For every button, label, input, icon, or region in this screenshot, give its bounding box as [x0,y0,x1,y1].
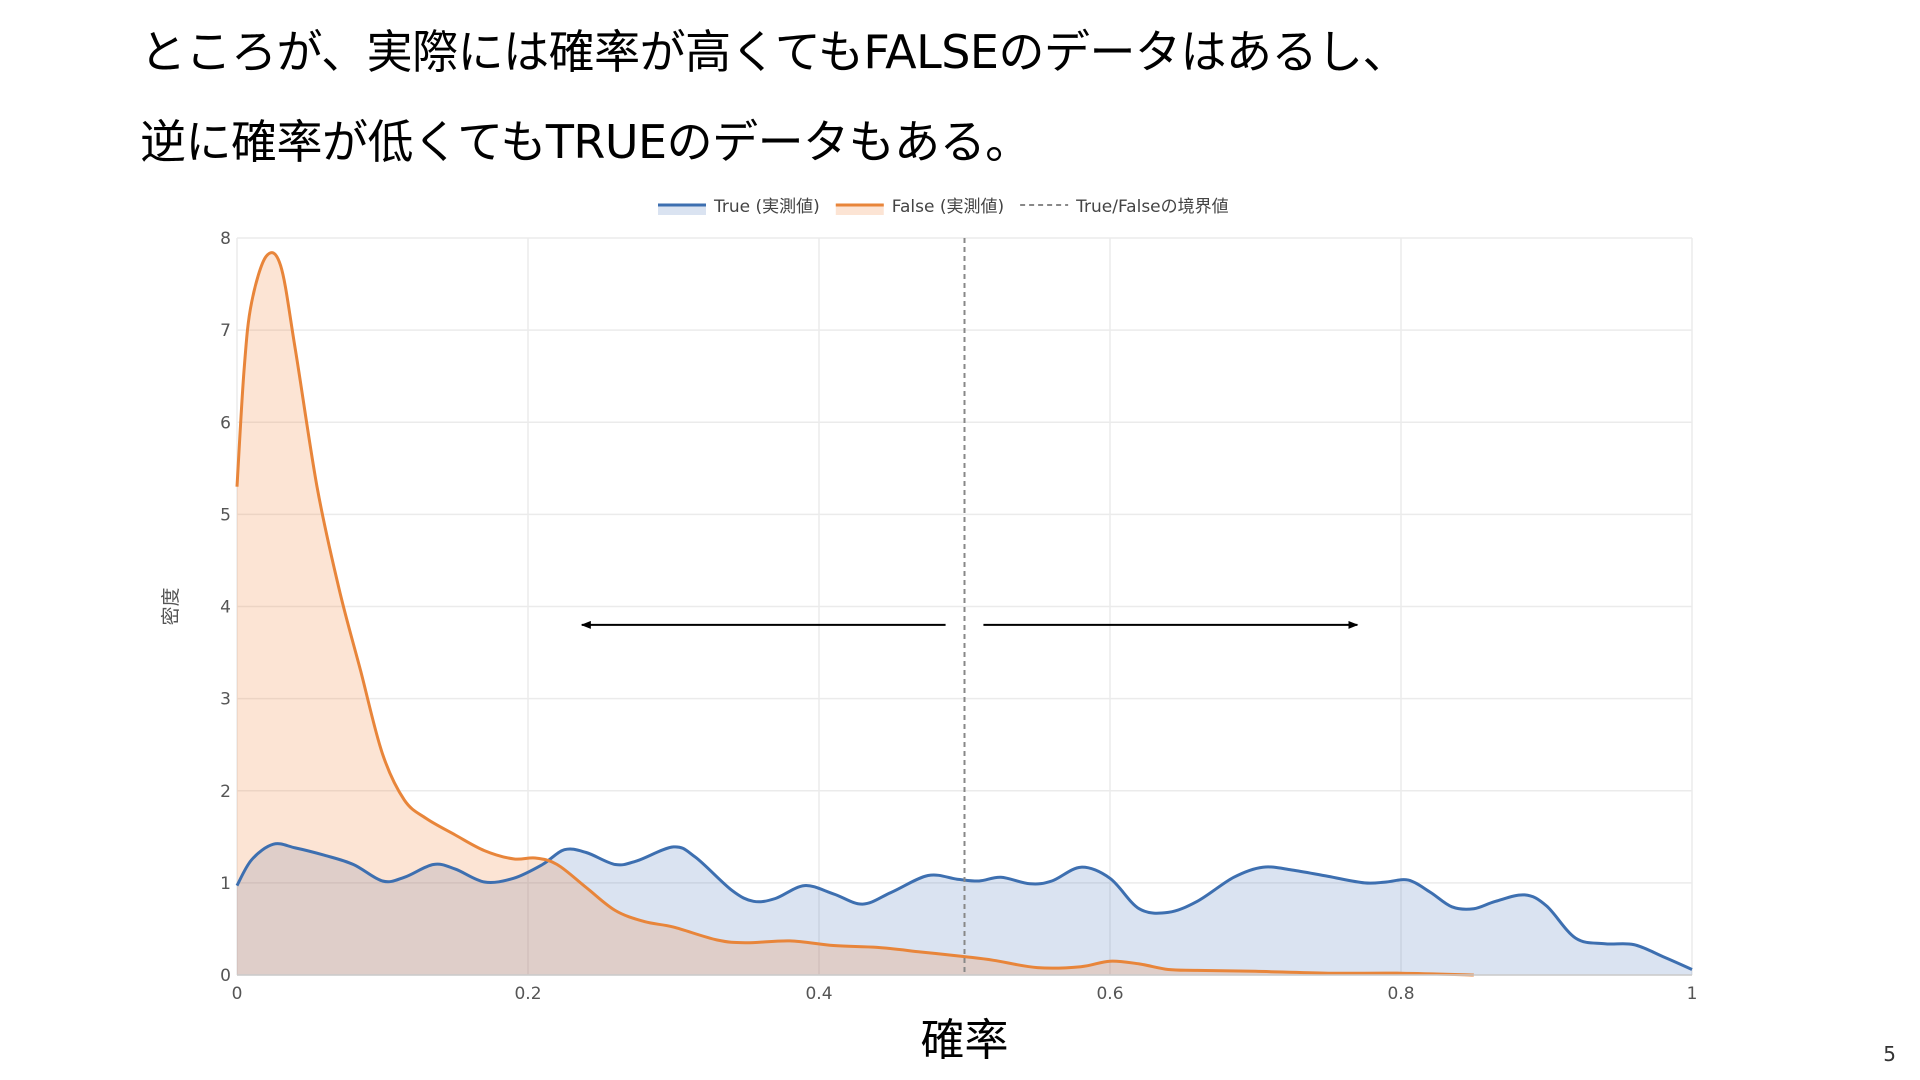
axes: 0 1 2 3 4 5 6 7 8 0 0.2 0.4 0.6 0.8 1 確率 密度 [160,229,1697,1066]
y-tick-label: 0 [220,966,231,986]
x-axis-title: 確率 [921,1015,1009,1066]
x-tick-label: 0.4 [805,984,832,1004]
slide-heading-line-1: ところが、実際には確率が高くてもFALSEのデータはあるし、 [140,25,1409,79]
page-number: 5 [1883,1042,1896,1066]
y-tick-label: 4 [220,598,231,618]
x-tick-label: 0.6 [1096,984,1123,1004]
legend-swatch-fill-1 [835,204,884,215]
series-areas [237,252,1692,975]
slide-heading-line-2: 逆に確率が低くてもTRUEのデータもある。 [140,115,1031,169]
legend-label-0: True (実測値) [713,197,820,217]
series-line-1 [235,251,1474,977]
legend: True (実測値) False (実測値) True/Falseの境界値 [658,197,1229,217]
y-axis-title: 密度 [160,587,182,625]
x-tick-label: 0 [232,984,243,1004]
legend-label-1: False (実測値) [892,197,1004,217]
x-tick-label: 0.2 [514,984,541,1004]
series-lines [235,238,1693,977]
x-tick-label: 0.8 [1387,984,1414,1004]
legend-swatch-fill-0 [658,204,706,215]
y-tick-label: 5 [220,505,231,525]
y-tick-label: 8 [220,229,231,249]
y-tick-label: 7 [220,321,231,341]
series-area-1 [237,252,1474,975]
y-tick-label: 2 [220,782,231,802]
legend-label-2: True/Falseの境界値 [1075,197,1229,217]
y-tick-label: 1 [220,874,231,894]
series-line-0 [235,842,1693,971]
x-tick-label: 1 [1687,984,1698,1004]
y-tick-label: 6 [220,413,231,433]
y-tick-label: 3 [220,690,231,710]
